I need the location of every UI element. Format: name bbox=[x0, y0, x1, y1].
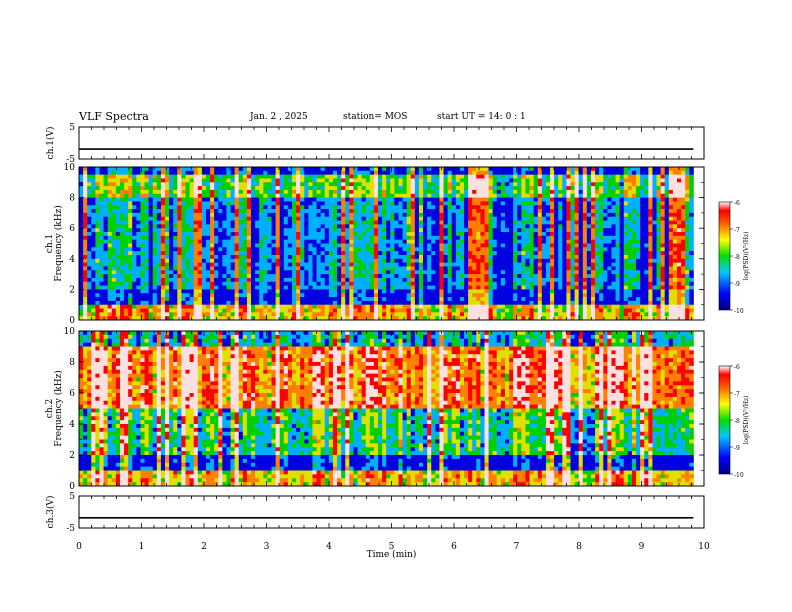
colorbar bbox=[718, 201, 731, 311]
colorbar-label: log(PSD)(V²/Hz) bbox=[743, 396, 750, 445]
colorbar-tick-label: -9 bbox=[734, 445, 740, 452]
y-axis-label: ch.1 bbox=[45, 234, 55, 253]
y-tick-label: 0 bbox=[69, 482, 75, 492]
y-tick-label: -5 bbox=[66, 524, 75, 534]
x-tick-label: 5 bbox=[389, 542, 395, 552]
colorbar-tick-label: -8 bbox=[734, 418, 740, 425]
y-tick-label: -5 bbox=[66, 155, 75, 165]
spectrogram-ch2-spectrogram bbox=[79, 331, 694, 487]
y-axis-label: ch.2 bbox=[45, 399, 55, 418]
station-label: station= MOS bbox=[343, 112, 408, 122]
x-tick-label: 4 bbox=[326, 542, 332, 552]
y-tick-label: 8 bbox=[69, 194, 75, 204]
figure-title: VLF Spectra bbox=[79, 110, 149, 123]
y-tick-label: 5 bbox=[69, 492, 75, 502]
x-tick-label: 8 bbox=[576, 542, 582, 552]
y-axis-label: ch.3(V) bbox=[45, 496, 56, 529]
y-tick-label: 8 bbox=[69, 358, 75, 368]
colorbar-tick-label: -8 bbox=[734, 254, 740, 261]
x-tick-label: 3 bbox=[264, 542, 270, 552]
x-tick-label: 10 bbox=[698, 542, 710, 552]
y-tick-label: 0 bbox=[69, 316, 75, 326]
y-tick-label: 5 bbox=[69, 123, 75, 133]
colorbar-tick-label: -7 bbox=[734, 391, 740, 398]
x-tick-label: 1 bbox=[139, 542, 145, 552]
y-axis-label: Frequency (kHz) bbox=[53, 205, 64, 282]
colorbar-tick-label: -9 bbox=[734, 281, 740, 288]
y-tick-label: 4 bbox=[69, 420, 75, 430]
x-tick-label: 0 bbox=[76, 542, 82, 552]
colorbar-tick-label: -6 bbox=[734, 364, 740, 371]
x-tick-label: 9 bbox=[639, 542, 645, 552]
y-tick-label: 10 bbox=[64, 327, 76, 337]
y-axis-label: Frequency (kHz) bbox=[53, 370, 64, 447]
y-tick-label: 6 bbox=[69, 224, 75, 234]
colorbar-label: log(PSD)(V²/Hz) bbox=[743, 232, 750, 281]
y-tick-label: 10 bbox=[64, 163, 76, 173]
x-axis-label: Time (min) bbox=[367, 549, 417, 560]
y-tick-label: 4 bbox=[69, 255, 75, 265]
x-tick-label: 2 bbox=[201, 542, 207, 552]
y-tick-label: 6 bbox=[69, 389, 75, 399]
x-tick-label: 6 bbox=[451, 542, 457, 552]
date-label: Jan. 2 , 2025 bbox=[250, 112, 308, 122]
y-axis-label: ch.1(V) bbox=[45, 127, 56, 160]
colorbar-tick-label: -7 bbox=[734, 227, 740, 234]
spectrogram-ch1-spectrogram bbox=[79, 167, 694, 321]
start-time-label: start UT = 14: 0 : 1 bbox=[437, 112, 526, 122]
x-tick-label: 7 bbox=[514, 542, 520, 552]
y-tick-label: 2 bbox=[69, 285, 75, 295]
colorbar-tick-label: -6 bbox=[734, 200, 740, 207]
colorbar-tick-label: -10 bbox=[734, 308, 744, 315]
colorbar-tick-label: -10 bbox=[734, 472, 744, 479]
y-tick-label: 2 bbox=[69, 451, 75, 461]
colorbar bbox=[718, 365, 731, 475]
